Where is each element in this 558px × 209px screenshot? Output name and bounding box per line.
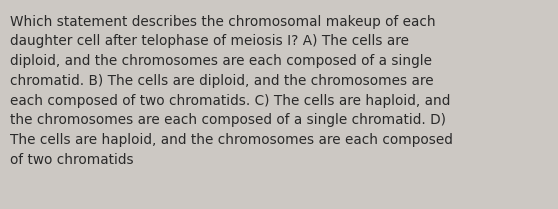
Text: Which statement describes the chromosomal makeup of each
daughter cell after tel: Which statement describes the chromosoma… xyxy=(10,15,453,167)
